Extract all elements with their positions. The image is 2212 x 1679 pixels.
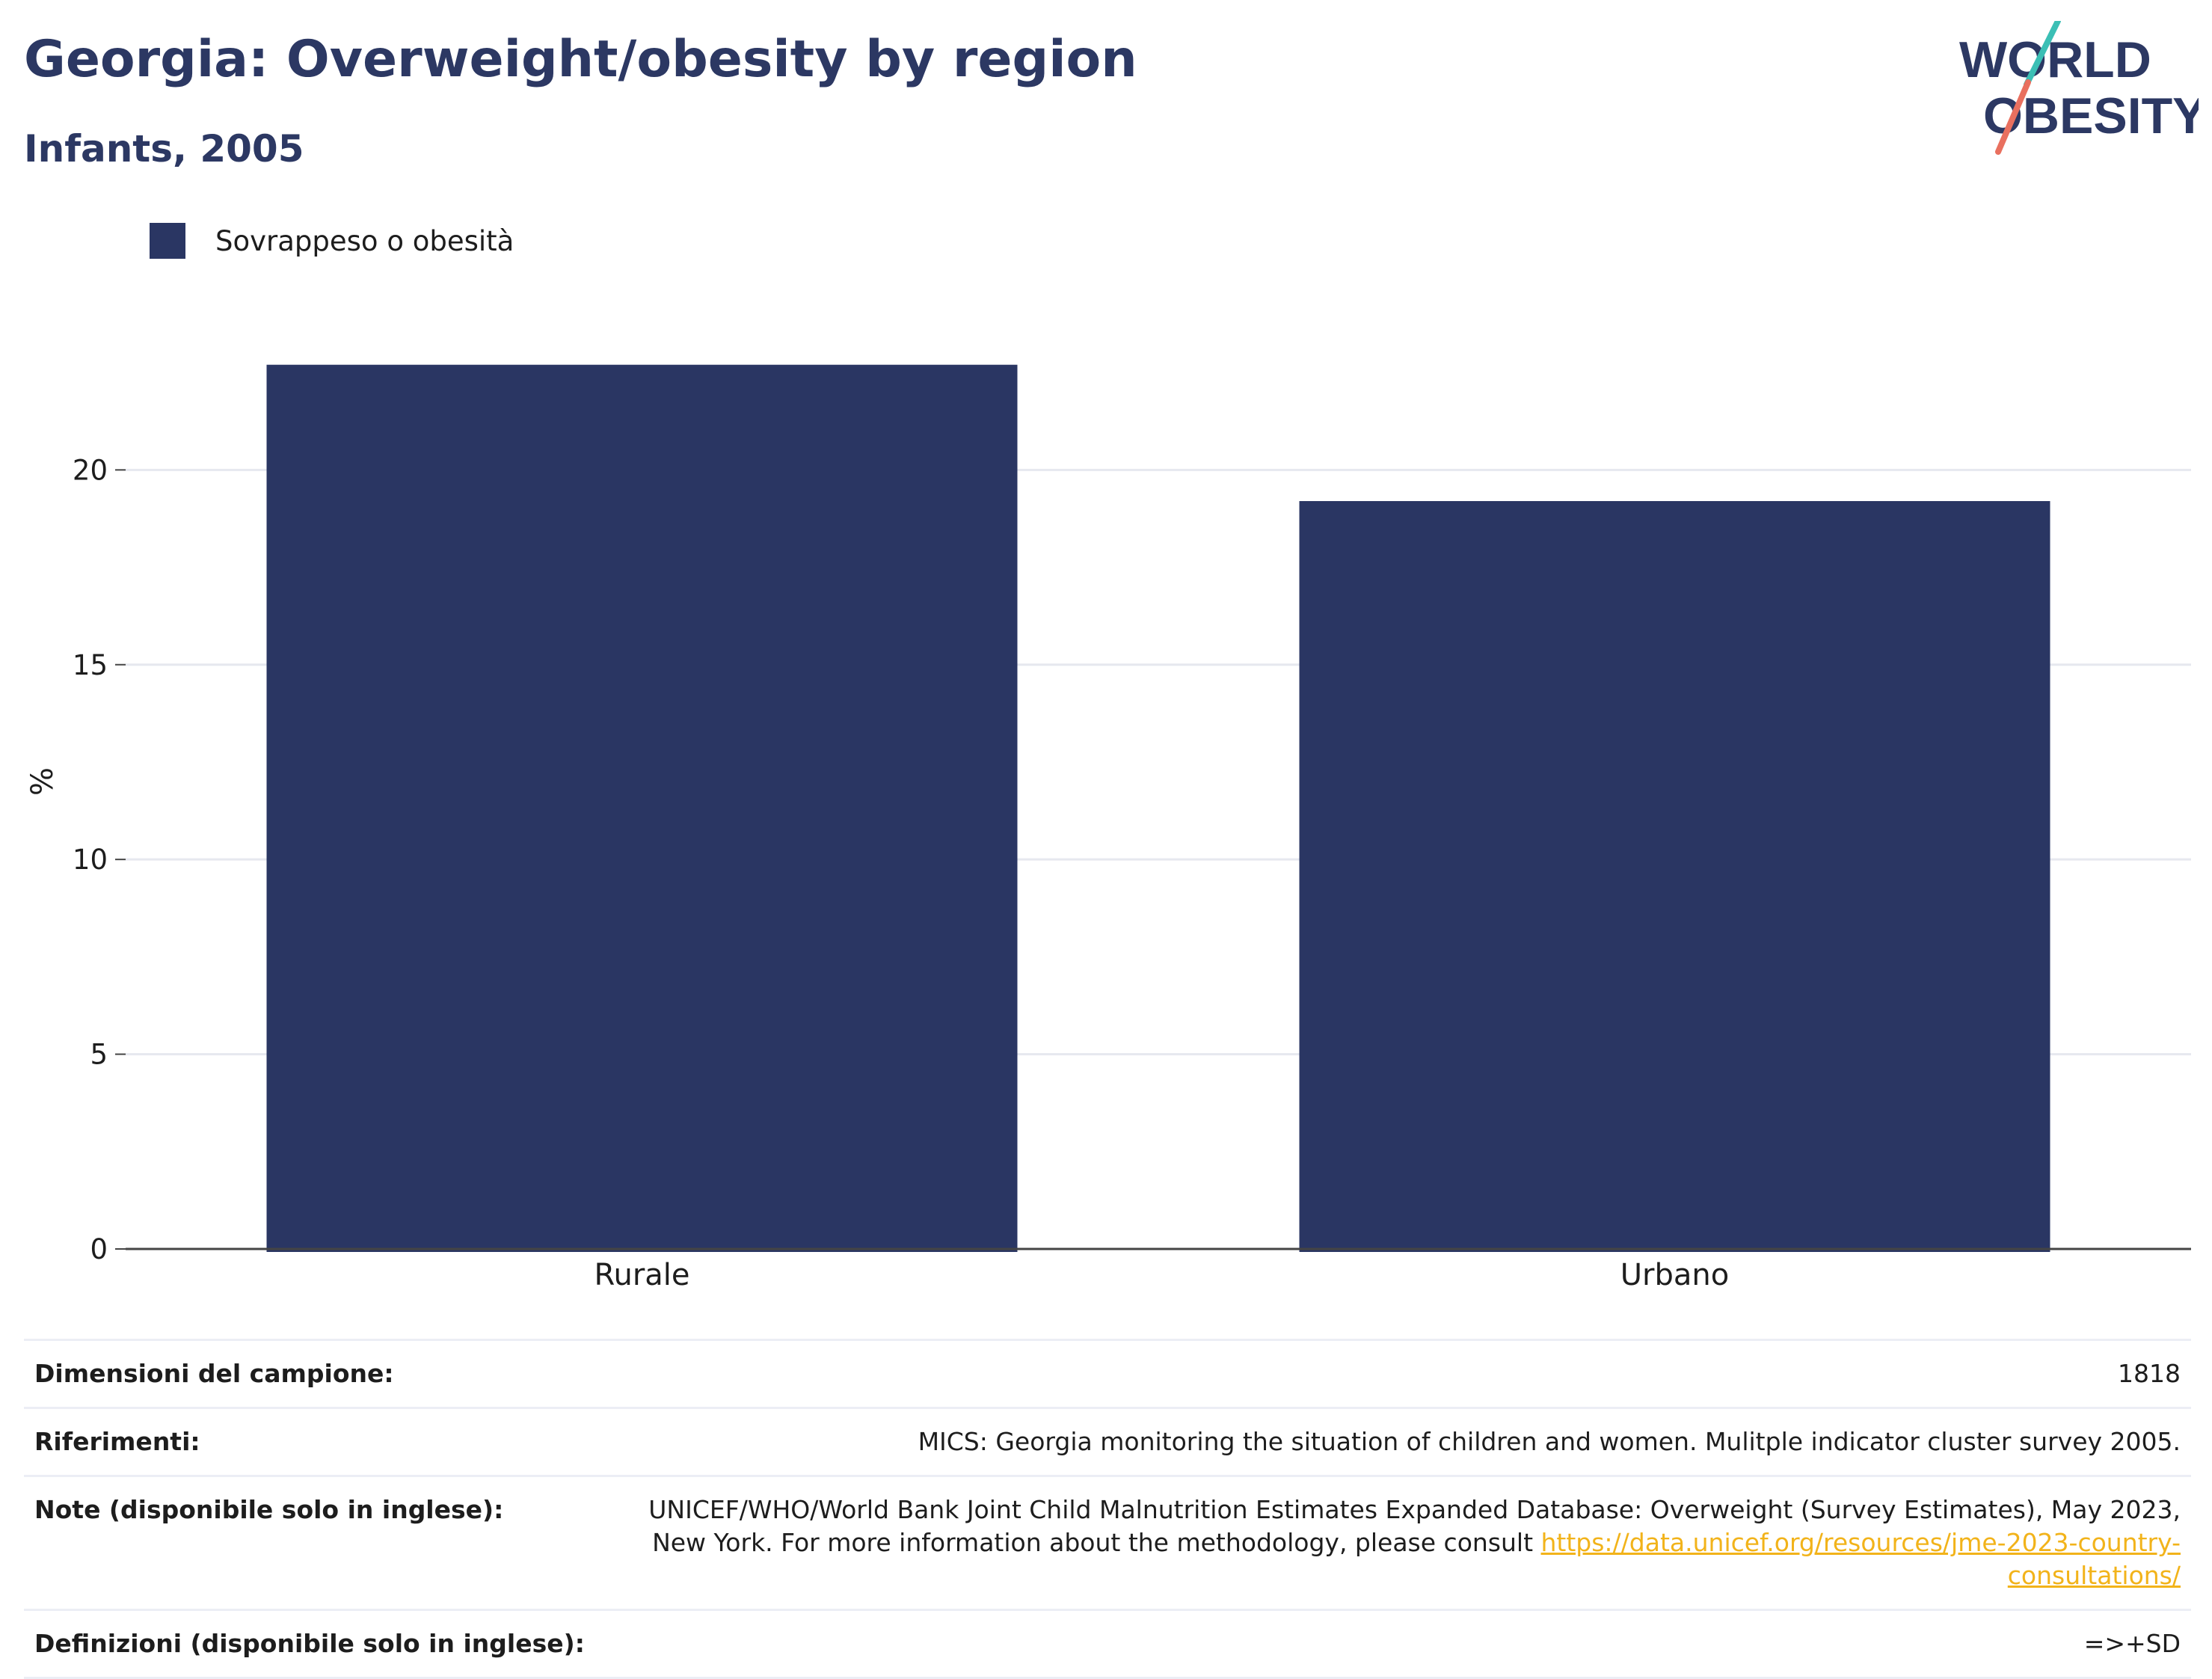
notes-value: UNICEF/WHO/World Bank Joint Child Malnut… [648, 1495, 2181, 1557]
legend-label: Sovrappeso o obesità [215, 224, 514, 257]
sample-size-value: 1818 [613, 1339, 2191, 1409]
info-row-notes: Note (disponibile solo in inglese): UNIC… [24, 1475, 2191, 1611]
x-tick-label: Urbano [1620, 1258, 1729, 1292]
y-axis-label: % [25, 767, 60, 796]
notes-link[interactable]: https://data.unicef.org/resources/jme-20… [1540, 1528, 2181, 1590]
references-label: Riferimenti: [24, 1407, 613, 1477]
x-tick-label: Rurale [594, 1258, 689, 1292]
notes-label: Note (disponibile solo in inglese): [24, 1475, 613, 1611]
bar-urbano [1299, 501, 2050, 1252]
definitions-label: Definizioni (disponibile solo in inglese… [24, 1609, 613, 1679]
legend-swatch [150, 223, 185, 259]
chart-subtitle: Infants, 2005 [24, 127, 304, 171]
y-tick-label: 10 [73, 844, 108, 876]
y-tick-label: 0 [90, 1233, 108, 1265]
info-row-sample-size: Dimensioni del campione: 1818 [24, 1339, 2191, 1409]
world-obesity-logo: WORLD OBESITY [1959, 21, 2199, 155]
sample-size-label: Dimensioni del campione: [24, 1339, 613, 1409]
y-tick-label: 5 [90, 1039, 108, 1071]
notes-cell: UNICEF/WHO/World Bank Joint Child Malnut… [613, 1475, 2191, 1611]
info-row-references: Riferimenti: MICS: Georgia monitoring th… [24, 1407, 2191, 1477]
definitions-value: =>+SD [613, 1609, 2191, 1679]
bar-rurale [266, 364, 1018, 1252]
logo-text-world: WORLD [1959, 31, 2151, 88]
info-table: Dimensioni del campione: 1818 Riferiment… [24, 1339, 2191, 1679]
y-tick-label: 20 [73, 454, 108, 486]
logo-stroke-teal [2024, 21, 2061, 88]
references-value: MICS: Georgia monitoring the situation o… [613, 1407, 2191, 1477]
logo-stroke-coral [1995, 79, 2031, 155]
info-row-definitions: Definizioni (disponibile solo in inglese… [24, 1609, 2191, 1679]
bar-chart: 0 5 10 15 20% Rurale Urbano [25, 364, 2191, 1292]
legend[interactable]: Sovrappeso o obesità [150, 223, 514, 259]
y-tick-label: 15 [73, 649, 108, 681]
chart-title: Georgia: Overweight/obesity by region [24, 30, 1137, 89]
